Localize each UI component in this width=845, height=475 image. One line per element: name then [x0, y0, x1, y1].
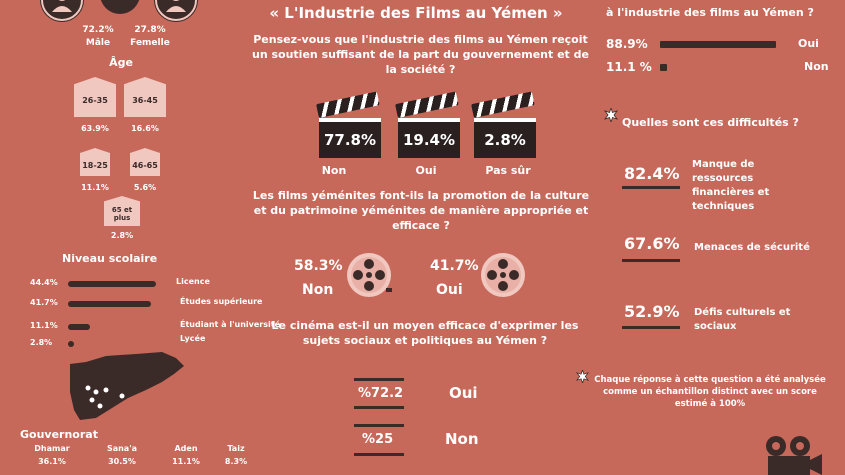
difficulties-note: Chaque réponse à cette question a été an…	[594, 375, 826, 409]
age-36-45-label: 36-45	[132, 95, 158, 105]
edu-label-2: Étudiant à l'université	[180, 320, 281, 329]
q4-non-label: Non	[804, 60, 829, 73]
q3-non-label: Non	[445, 430, 479, 448]
edu-label-3: Lycée	[180, 334, 206, 343]
female-avatar-icon	[154, 0, 198, 22]
q4-question-tail: à l'industrie des films au Yémen ?	[606, 6, 814, 19]
gov-pct-1: 30.5%	[108, 457, 136, 466]
male-label: Mâle	[85, 38, 111, 48]
diff-label-0: Manque de ressources financières et tech…	[692, 159, 770, 212]
age-46-65-label: 46-65	[132, 160, 158, 170]
q2-non-value: 58.3%	[294, 258, 343, 274]
q1-label-1: Oui	[415, 164, 437, 177]
age-65-plus-box: 65 et plus	[104, 196, 140, 226]
male-avatar-icon	[40, 0, 84, 22]
q3-oui-bottom-line	[354, 406, 404, 409]
edu-pct-3: 2.8%	[30, 338, 53, 347]
q4-non-bar	[660, 64, 668, 71]
q3-question: Le cinéma est-il un moyen efficace d'exp…	[271, 319, 579, 347]
q1-label-0: Non	[321, 164, 347, 177]
q3-oui-label: Oui	[449, 384, 478, 402]
q4-non-pct: 11.1 %	[606, 60, 652, 74]
q4-oui-bar	[660, 41, 776, 48]
gov-name-0: Dhamar	[34, 444, 70, 453]
film-reel-oui-icon	[481, 253, 525, 297]
q1-label-2: Pas sûr	[485, 164, 531, 177]
gov-pct-3: 8.3%	[224, 457, 248, 466]
note-star-icon	[576, 370, 589, 383]
edu-pct-0: 44.4%	[30, 278, 58, 287]
clapper-pas-sur-icon: 2.8%	[471, 91, 536, 158]
q2-oui-label: Oui	[436, 282, 463, 298]
gov-name-2: Aden	[174, 444, 198, 453]
age-18-25-label: 18-25	[82, 160, 108, 170]
gov-pct-0: 36.1%	[38, 457, 66, 466]
burst-star-icon	[604, 108, 618, 122]
diff-line-2	[622, 326, 680, 329]
age-46-65-box: 46-65	[130, 148, 160, 176]
age-heading: Âge	[109, 56, 133, 69]
edu-pct-1: 41.7%	[30, 298, 58, 307]
yemen-map-icon	[70, 352, 184, 420]
difficulties-heading: Quelles sont ces difficultés ?	[622, 116, 799, 129]
age-36-45-pct: 16.6%	[131, 124, 159, 133]
q1-value-0: 77.8%	[319, 118, 381, 158]
age-26-35-pct: 63.9%	[81, 124, 109, 133]
diff-label-2: Défis culturels et sociaux	[694, 307, 791, 332]
age-65-plus-pct: 2.8%	[110, 231, 134, 240]
age-36-45-box: 36-45	[124, 77, 166, 117]
edu-label-0: Licence	[176, 277, 210, 286]
film-camera-icon	[766, 436, 822, 475]
diff-line-0	[622, 186, 680, 189]
diff-pct-0: 82.4%	[624, 164, 680, 183]
diff-pct-1: 67.6%	[624, 234, 680, 253]
diff-pct-2: 52.9%	[624, 302, 680, 321]
edu-bar-2	[68, 324, 90, 330]
diff-line-1	[622, 259, 680, 262]
female-label: Femelle	[130, 38, 170, 48]
age-26-35-box: 26-35	[74, 77, 116, 117]
male-pct: 72.2%	[82, 25, 114, 35]
age-18-25-pct: 11.1%	[81, 183, 109, 192]
female-pct: 27.8%	[134, 25, 166, 35]
clapper-non-icon: 77.8%	[316, 91, 381, 158]
q4-oui-label: Oui	[798, 37, 819, 50]
age-26-35-label: 26-35	[82, 95, 108, 105]
q1-question: Pensez-vous que l'industrie des films au…	[252, 33, 589, 76]
q2-oui-value: 41.7%	[430, 258, 479, 274]
gov-pct-2: 11.1%	[172, 457, 200, 466]
q4-oui-pct: 88.9%	[606, 37, 648, 51]
q2-question: Les films yéménites font-ils la promotio…	[252, 189, 590, 232]
q1-value-1: 19.4%	[398, 118, 460, 158]
clapper-oui-icon: 19.4%	[395, 91, 460, 158]
edu-pct-2: 11.1%	[30, 321, 58, 330]
education-heading: Niveau scolaire	[62, 252, 158, 265]
q1-value-2: 2.8%	[474, 118, 536, 158]
edu-label-1: Études supérieure	[180, 297, 263, 306]
q3-non-top-line	[354, 424, 404, 427]
film-reel-non-icon	[347, 253, 392, 297]
age-65-plus-label: 65 et plus	[111, 206, 133, 222]
edu-bar-3	[68, 341, 74, 347]
edu-bar-1	[68, 301, 151, 307]
edu-bar-0	[68, 281, 156, 287]
q2-non-label: Non	[302, 282, 334, 298]
age-46-65-pct: 5.6%	[133, 183, 157, 192]
governorate-heading: Gouvernorat	[20, 428, 98, 441]
q3-oui-value: %72.2	[358, 386, 404, 401]
center-avatar-icon	[100, 0, 140, 14]
gov-name-3: Taiz	[227, 444, 245, 453]
age-18-25-box: 18-25	[80, 148, 110, 176]
q3-non-value: %25	[362, 432, 394, 447]
main-title: « L'Industrie des Films au Yémen »	[269, 4, 563, 22]
gov-name-1: Sana'a	[106, 444, 138, 453]
diff-label-1: Menaces de sécurité	[694, 242, 810, 253]
q3-oui-top-line	[354, 378, 404, 381]
q3-non-bottom-line	[354, 453, 404, 456]
